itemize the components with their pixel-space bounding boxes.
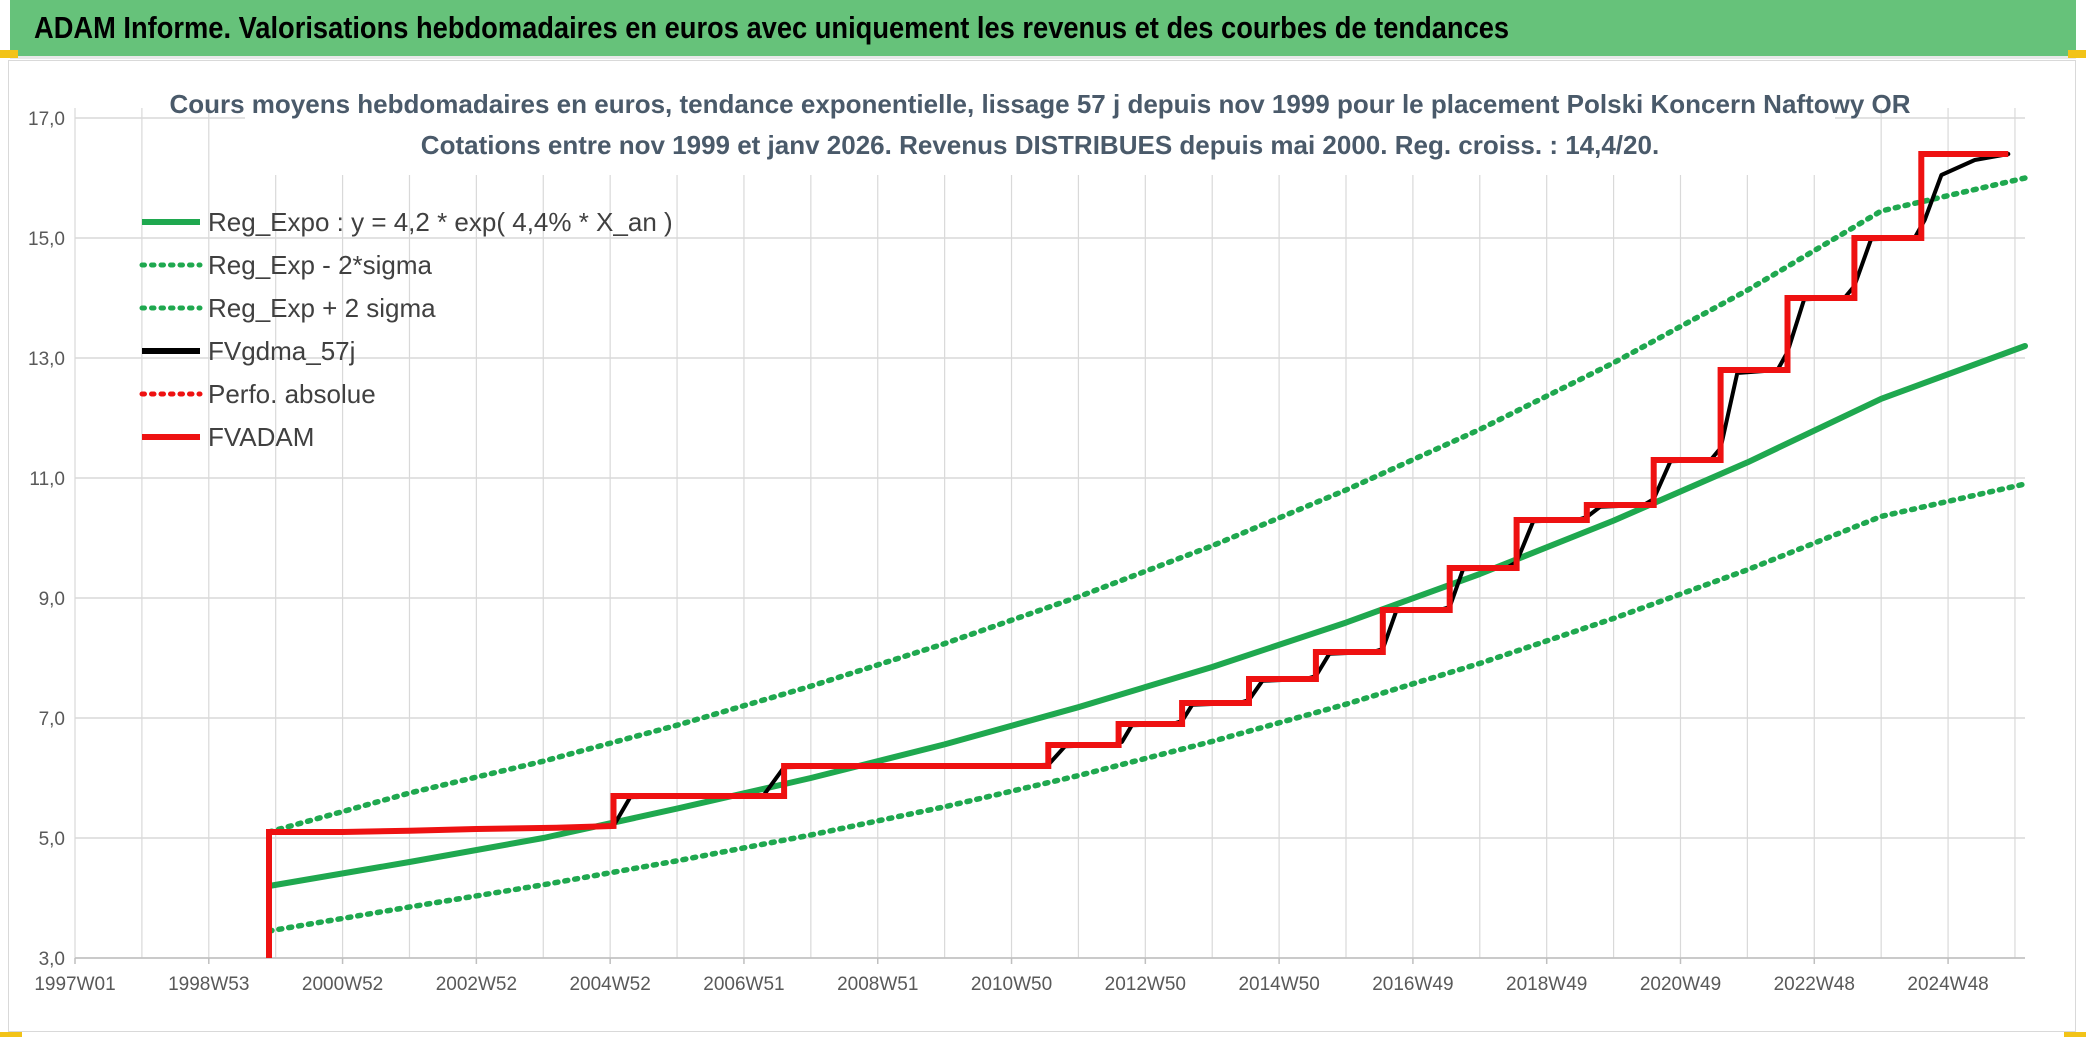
x-tick-label: 2016W49: [1372, 974, 1453, 995]
chart-subtitle-line-2: Cotations entre nov 1999 et janv 2026. R…: [421, 130, 1659, 160]
corner-accent-bottom-right: [2064, 1032, 2086, 1037]
legend-label: Reg_Expo : y = 4,2 * exp( 4,4% * X_an ): [208, 207, 673, 237]
chart-subtitle-line-1: Cours moyens hebdomadaires en euros, ten…: [169, 89, 1910, 119]
x-tick-label: 2000W52: [302, 974, 383, 995]
y-tick-label: 7,0: [39, 709, 65, 730]
x-tick-label: 2002W52: [436, 974, 517, 995]
y-tick-label: 13,0: [28, 349, 65, 370]
legend-label: FVADAM: [208, 422, 314, 452]
corner-accent-bottom-left: [0, 1032, 22, 1037]
x-tick-label: 2024W48: [1907, 974, 1988, 995]
header-banner: ADAM Informe. Valorisations hebdomadaire…: [10, 0, 2076, 59]
series-line-band: [266, 481, 2028, 934]
legend-label: Reg_Exp + 2 sigma: [208, 293, 436, 323]
y-tick-label: 17,0: [28, 109, 65, 130]
chart-frame: [8, 60, 2076, 1032]
series-line-step: [266, 151, 2009, 958]
tick-labels: 3,0 5,0 7,0 9,0 11,0 13,0 15,0 17,0 1997W01 1998W…: [28, 109, 1989, 995]
legend-label: Reg_Exp - 2*sigma: [208, 250, 433, 280]
series-layer: [266, 151, 2028, 958]
series-line-reg: [266, 343, 2028, 889]
x-tick-label: 2010W50: [971, 974, 1052, 995]
x-tick-label: 2008W51: [837, 974, 918, 995]
corner-accent-top-left: [0, 50, 18, 58]
y-tick-label: 5,0: [39, 829, 65, 850]
x-tick-label: 1997W01: [34, 974, 115, 995]
x-tick-label: 2004W52: [569, 974, 650, 995]
gridlines: [74, 108, 2025, 964]
series-line-band: [266, 175, 2028, 835]
subtitle-backdrop: [245, 93, 1835, 175]
page-title: ADAM Informe. Valorisations hebdomadaire…: [34, 10, 1510, 45]
x-tick-label: 2012W50: [1105, 974, 1186, 995]
y-tick-label: 9,0: [39, 589, 65, 610]
x-tick-label: 2006W51: [703, 974, 784, 995]
y-tick-label: 11,0: [29, 469, 65, 490]
y-tick-label: 15,0: [28, 229, 65, 250]
legend-label: Perfo. absolue: [208, 379, 376, 409]
x-tick-label: 2020W49: [1640, 974, 1721, 995]
legend-label: FVgdma_57j: [208, 336, 355, 366]
x-tick-label: 2018W49: [1506, 974, 1587, 995]
x-tick-label: 2014W50: [1238, 974, 1319, 995]
legend: Reg_Expo : y = 4,2 * exp( 4,4% * X_an ) R…: [139, 207, 673, 452]
x-tick-label: 1998W53: [168, 974, 249, 995]
x-tick-label: 2022W48: [1774, 974, 1855, 995]
y-tick-label: 3,0: [39, 949, 65, 970]
corner-accent-top-right: [2068, 50, 2086, 58]
